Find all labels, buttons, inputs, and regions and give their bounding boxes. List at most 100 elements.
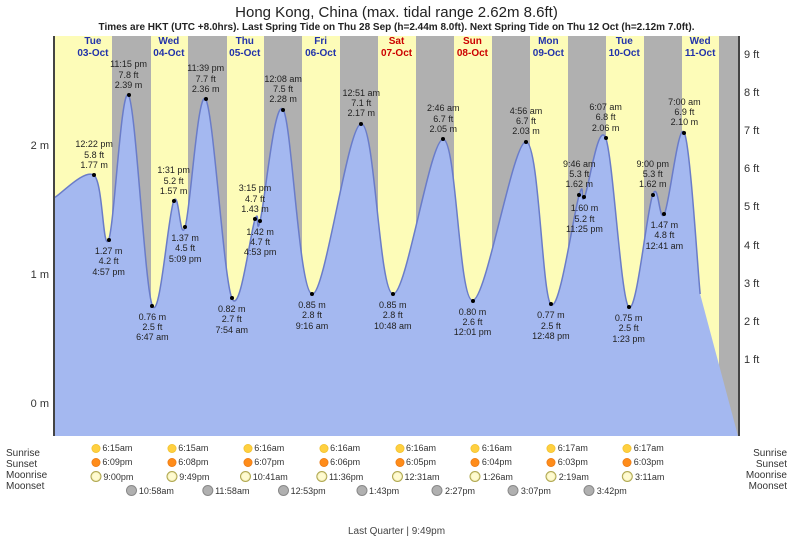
sunrise-time: 6:16am bbox=[395, 443, 436, 453]
y-tick-ft: 8 ft bbox=[744, 87, 759, 99]
y-tick-m: 0 m bbox=[31, 398, 49, 410]
tide-low-label: 0.82 m2.7 ft7:54 am bbox=[216, 304, 249, 335]
tide-point bbox=[391, 292, 395, 296]
tide-high-label: 12:08 am7.5 ft2.28 m bbox=[264, 74, 302, 105]
tide-point bbox=[230, 296, 234, 300]
moonrise-time: 9:49pm bbox=[166, 471, 209, 482]
tide-point bbox=[204, 97, 208, 101]
tide-high-label: 7:00 am6.9 ft2.10 m bbox=[668, 97, 701, 128]
moonrise-icon bbox=[546, 471, 557, 482]
moonset-time: 3:42pm bbox=[584, 485, 627, 496]
moonrise-icon bbox=[470, 471, 481, 482]
sunset-time: 6:08pm bbox=[167, 457, 208, 467]
moonset-icon bbox=[202, 485, 213, 496]
moonrise-icon bbox=[392, 471, 403, 482]
moonrise-icon bbox=[622, 471, 633, 482]
tide-point bbox=[604, 136, 608, 140]
date-label: Wed11-Oct bbox=[662, 36, 738, 60]
moonrise-time: 10:41am bbox=[240, 471, 288, 482]
sunset-icon bbox=[167, 458, 176, 467]
moonrise-icon bbox=[240, 471, 251, 482]
sunset-time: 6:04pm bbox=[471, 457, 512, 467]
y-tick-m: 1 m bbox=[31, 269, 49, 281]
y-axis-left: 0 m 1 m 2 m bbox=[0, 36, 55, 436]
tide-low-label: 0.75 m2.5 ft1:23 pm bbox=[612, 313, 645, 344]
moonrise-time: 12:31am bbox=[392, 471, 440, 482]
sunrise-time: 6:16am bbox=[319, 443, 360, 453]
tide-point bbox=[183, 225, 187, 229]
sunset-time: 6:05pm bbox=[395, 457, 436, 467]
tide-high-label: 3:15 pm4.7 ft1.43 m bbox=[239, 183, 272, 214]
moonset-time: 11:58am bbox=[202, 485, 249, 496]
moonset-time: 2:27pm bbox=[432, 485, 475, 496]
tide-high-label: 11:15 pm7.8 ft2.39 m bbox=[110, 59, 147, 90]
sunset-icon bbox=[319, 458, 328, 467]
sunset-time: 6:03pm bbox=[547, 457, 588, 467]
tide-high-label: 12:51 am7.1 ft2.17 m bbox=[343, 88, 381, 119]
sunset-time: 6:07pm bbox=[243, 457, 284, 467]
tide-point bbox=[253, 217, 257, 221]
tide-point bbox=[662, 212, 666, 216]
moonset-time: 10:58am bbox=[126, 485, 174, 496]
sunrise-label-r: Sunrise bbox=[732, 448, 787, 459]
tide-chart: Hong Kong, China (max. tidal range 2.62m… bbox=[0, 0, 793, 539]
moonset-time: 1:43pm bbox=[356, 485, 399, 496]
sunset-icon bbox=[395, 458, 404, 467]
sunrise-time: 6:17am bbox=[623, 443, 664, 453]
sunset-time: 6:03pm bbox=[623, 457, 664, 467]
moonset-icon bbox=[126, 485, 137, 496]
sunrise-time: 6:17am bbox=[547, 443, 588, 453]
moonset-icon bbox=[584, 485, 595, 496]
tide-high-label: 6:07 am6.8 ft2.06 m bbox=[589, 102, 622, 133]
sun-icon bbox=[319, 444, 328, 453]
moonrise-icon bbox=[316, 471, 327, 482]
tide-high-label: 9:46 am5.3 ft1.62 m bbox=[563, 159, 596, 190]
tide-low-label: 0.85 m2.8 ft9:16 am bbox=[296, 300, 329, 331]
sunrise-time: 6:15am bbox=[167, 443, 208, 453]
moonrise-time: 11:36pm bbox=[316, 471, 363, 482]
tide-point bbox=[258, 219, 262, 223]
moonrise-time: 9:00pm bbox=[90, 471, 133, 482]
tide-low-label: 1.37 m4.5 ft5:09 pm bbox=[169, 233, 202, 264]
moonrise-time: 2:19am bbox=[546, 471, 589, 482]
astro-row: 6:15am6:15am6:16am6:16am6:16am6:16am6:17… bbox=[55, 443, 738, 503]
y-tick-ft: 2 ft bbox=[744, 316, 759, 328]
sun-icon bbox=[167, 444, 176, 453]
left-astro-labels: Sunrise Sunset Moonrise Moonset bbox=[0, 448, 61, 492]
tide-high-label: 2:46 am6.7 ft2.05 m bbox=[427, 103, 460, 134]
sunset-label: Sunset bbox=[6, 459, 61, 470]
sunrise-time: 6:15am bbox=[91, 443, 132, 453]
moonset-icon bbox=[356, 485, 367, 496]
y-tick-ft: 6 ft bbox=[744, 163, 759, 175]
tide-point bbox=[471, 299, 475, 303]
moonset-label: Moonset bbox=[6, 481, 61, 492]
y-tick-ft: 1 ft bbox=[744, 354, 759, 366]
tide-point bbox=[441, 137, 445, 141]
tide-point bbox=[127, 93, 131, 97]
tide-low-label: 1.27 m4.2 ft4:57 pm bbox=[92, 246, 125, 277]
moonset-time: 12:53pm bbox=[278, 485, 326, 496]
moonrise-icon bbox=[90, 471, 101, 482]
moonrise-label: Moonrise bbox=[6, 470, 61, 481]
tide-point bbox=[524, 140, 528, 144]
date-label: Sun08-Oct bbox=[434, 36, 510, 60]
sun-icon bbox=[547, 444, 556, 453]
sunset-time: 6:06pm bbox=[319, 457, 360, 467]
tide-point bbox=[549, 302, 553, 306]
sunrise-time: 6:16am bbox=[243, 443, 284, 453]
tide-low-label: 1.60 m5.2 ft11:25 pm bbox=[566, 203, 603, 234]
tide-curve bbox=[55, 36, 738, 436]
sunset-icon bbox=[91, 458, 100, 467]
moonset-label-r: Moonset bbox=[732, 481, 787, 492]
y-tick-m: 2 m bbox=[31, 140, 49, 152]
tide-low-label: 0.76 m2.5 ft6:47 am bbox=[136, 312, 169, 343]
date-label: Fri06-Oct bbox=[283, 36, 359, 60]
tide-point bbox=[281, 108, 285, 112]
tide-low-label: 0.85 m2.8 ft10:48 am bbox=[374, 300, 412, 331]
tide-point bbox=[150, 304, 154, 308]
tide-point bbox=[92, 173, 96, 177]
date-label: Mon09-Oct bbox=[510, 36, 586, 60]
tide-point bbox=[172, 199, 176, 203]
tide-high-label: 1:31 pm5.2 ft1.57 m bbox=[157, 165, 190, 196]
y-tick-ft: 3 ft bbox=[744, 278, 759, 290]
